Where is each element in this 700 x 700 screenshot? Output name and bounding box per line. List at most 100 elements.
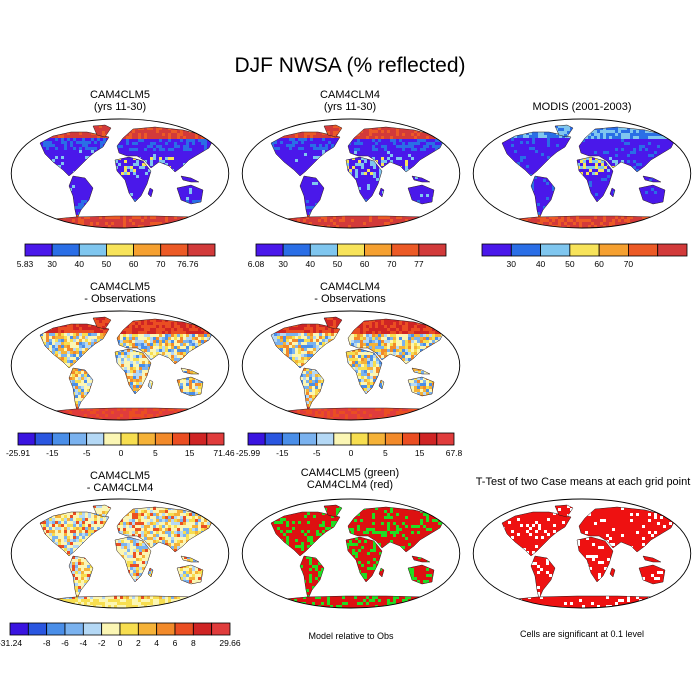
colorbar-swatch bbox=[187, 243, 216, 257]
continent bbox=[346, 157, 382, 202]
colorbar-swatch bbox=[316, 432, 335, 446]
map-modis bbox=[472, 118, 692, 229]
coastline bbox=[642, 555, 662, 563]
coastline bbox=[411, 367, 431, 375]
coastline bbox=[323, 316, 343, 330]
colorbar-cam4clm5: 5.83 30 40 50 60 70 76.76 bbox=[17, 243, 216, 269]
coastline bbox=[576, 536, 614, 583]
coastline bbox=[114, 348, 152, 395]
colorbar-tick-label: 0 bbox=[119, 448, 124, 458]
map-land-group bbox=[269, 124, 445, 228]
panel-title-green-red: CAM4CLM5 (green) CAM4CLM4 (red) bbox=[235, 467, 465, 491]
colorbar-swatch bbox=[106, 243, 134, 257]
colorbar-tick-label: 60 bbox=[594, 259, 604, 269]
coastline bbox=[68, 555, 94, 600]
colorbar-swatch bbox=[137, 622, 158, 636]
continent bbox=[346, 537, 382, 582]
coastline bbox=[176, 376, 204, 397]
continent bbox=[181, 368, 199, 374]
panel-title-line: CAM4CLM5 bbox=[90, 89, 150, 101]
colorbar-swatch bbox=[34, 432, 53, 446]
coastline bbox=[642, 175, 662, 183]
continent bbox=[408, 185, 434, 204]
colorbar-tick-label: 15 bbox=[415, 448, 425, 458]
coastline bbox=[345, 156, 383, 203]
coastline bbox=[609, 567, 616, 578]
map-border bbox=[10, 310, 230, 421]
colorbar-tick-label: -15 bbox=[46, 448, 59, 458]
colorbar-swatch bbox=[481, 243, 512, 257]
panel-title-line: T-Test of two Case means at each grid po… bbox=[475, 476, 691, 488]
colorbar-swatch bbox=[156, 622, 176, 636]
colorbar-swatch bbox=[309, 243, 338, 257]
colorbar-swatch bbox=[281, 432, 300, 446]
coastline bbox=[501, 131, 572, 177]
coastline bbox=[116, 506, 214, 553]
colorbar-tick-label: 15 bbox=[185, 448, 195, 458]
continent bbox=[181, 176, 199, 182]
colorbar-swatch bbox=[657, 243, 688, 257]
panel-title-line: CAM4CLM4 (red) bbox=[306, 479, 394, 491]
coastline bbox=[407, 376, 435, 397]
panel-title-cam4clm5-obs: CAM4CLM5 - Observations bbox=[5, 281, 235, 305]
coastline bbox=[176, 184, 204, 205]
coastline bbox=[554, 124, 574, 138]
colorbar-swatch bbox=[569, 243, 600, 257]
map-cam4clm4 bbox=[241, 118, 461, 229]
coastline bbox=[68, 367, 94, 412]
colorbar-tick-label: 30 bbox=[47, 259, 57, 269]
note-significance: Cells are significant at 0.1 level bbox=[519, 629, 645, 639]
map-border bbox=[10, 498, 230, 609]
coastline bbox=[147, 379, 154, 390]
colorbar-swatch bbox=[82, 622, 103, 636]
coastline bbox=[554, 504, 574, 518]
colorbar-swatch bbox=[255, 243, 284, 257]
coastline bbox=[638, 184, 666, 205]
continent bbox=[40, 132, 109, 176]
coastline bbox=[347, 506, 445, 553]
colorbar-swatch bbox=[69, 432, 88, 446]
colorbar-swatch bbox=[384, 432, 403, 446]
panel-title-line: - Observations bbox=[314, 293, 386, 305]
colorbar-tick-label: 71.46 bbox=[213, 448, 235, 458]
coastline bbox=[576, 156, 614, 203]
panel-title-line: CAM4CLM5 bbox=[90, 281, 150, 293]
colorbar-swatch bbox=[189, 432, 208, 446]
coastline bbox=[378, 379, 385, 390]
coastline bbox=[114, 536, 152, 583]
coastline bbox=[411, 555, 431, 563]
colorbar-swatch bbox=[364, 243, 393, 257]
continent bbox=[412, 368, 430, 374]
panel-title-line: MODIS (2001-2003) bbox=[532, 101, 632, 113]
colorbar-tick-label: -5 bbox=[313, 448, 321, 458]
map-border bbox=[241, 498, 461, 609]
coastline bbox=[299, 175, 325, 220]
coastline bbox=[345, 536, 383, 583]
coastline bbox=[378, 187, 385, 198]
coastline bbox=[114, 156, 152, 203]
continent bbox=[115, 349, 151, 394]
continent bbox=[177, 565, 203, 584]
coastline bbox=[530, 555, 556, 600]
colorbar-swatch bbox=[64, 622, 84, 636]
colorbar-tick-label: 8 bbox=[191, 638, 196, 648]
colorbar-swatch bbox=[598, 243, 629, 257]
continent bbox=[181, 556, 199, 562]
colorbar-swatch bbox=[350, 432, 369, 446]
map-cam4clm5-minus-obs bbox=[10, 310, 230, 421]
colorbar-swatch bbox=[86, 432, 105, 446]
colorbar-swatch bbox=[628, 243, 659, 257]
colorbar-tick-label: 50 bbox=[565, 259, 575, 269]
continent bbox=[271, 512, 340, 556]
colorbar-swatch bbox=[78, 243, 107, 257]
colorbar-swatch bbox=[211, 622, 231, 636]
continent bbox=[177, 185, 203, 204]
coastline bbox=[578, 126, 676, 173]
continent bbox=[639, 185, 665, 204]
continent bbox=[412, 176, 430, 182]
colorbar-tick-label: 6.08 bbox=[248, 259, 265, 269]
colorbar-swatch bbox=[51, 243, 80, 257]
colorbar-swatch bbox=[160, 243, 189, 257]
colorbar-modis: 30 40 50 60 70 bbox=[481, 243, 688, 269]
map-land-group bbox=[500, 504, 676, 608]
